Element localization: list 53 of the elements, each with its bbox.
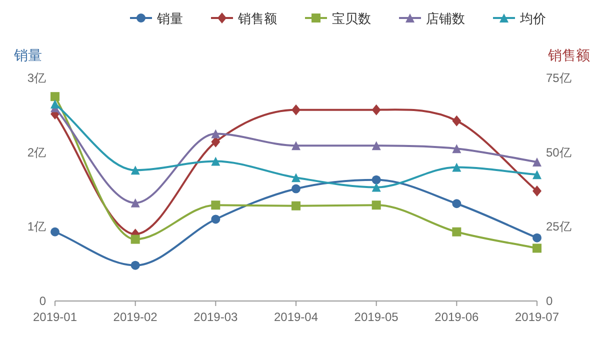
legend-label: 均价 <box>519 11 546 26</box>
point <box>532 244 542 253</box>
point <box>292 173 300 182</box>
point <box>292 141 300 150</box>
point <box>372 200 381 210</box>
point <box>292 184 300 194</box>
point <box>130 166 140 175</box>
point <box>532 157 542 166</box>
y2-axis-title: 销售额 <box>547 47 590 63</box>
point <box>452 199 462 208</box>
x-tick-label: 2019-02 <box>113 310 158 324</box>
x-tick-label: 2019-04 <box>274 310 318 324</box>
legend-label: 销售额 <box>237 11 277 26</box>
y-tick-label: 2亿 <box>27 145 46 160</box>
point <box>452 162 462 172</box>
point <box>50 227 60 236</box>
x-tick-label: 2019-06 <box>434 310 480 324</box>
point <box>372 141 381 150</box>
point <box>211 129 220 138</box>
y-tick-label: 3亿 <box>27 71 46 85</box>
point <box>532 170 542 180</box>
point <box>130 260 140 270</box>
y2-tick-label: 75亿 <box>546 71 572 85</box>
point <box>532 185 542 196</box>
point <box>372 104 381 116</box>
point <box>211 200 220 210</box>
point <box>211 214 220 224</box>
x-tick-label: 2019-01 <box>32 310 78 324</box>
point <box>130 198 140 208</box>
legend-label: 宝贝数 <box>332 11 371 26</box>
y2-tick-label: 25亿 <box>546 220 572 234</box>
point <box>452 115 462 126</box>
point <box>130 234 140 244</box>
point <box>452 227 462 236</box>
legend-label: 店铺数 <box>426 11 465 26</box>
y-tick-label: 1亿 <box>27 220 46 234</box>
y-axis-title: 销量 <box>13 47 42 63</box>
point <box>452 144 462 154</box>
legend-label: 销量 <box>156 11 183 26</box>
point <box>50 92 60 102</box>
y2-tick-label: 50亿 <box>546 145 572 160</box>
point <box>50 100 60 109</box>
point <box>292 201 300 210</box>
x-tick-label: 2019-05 <box>354 310 399 324</box>
point <box>292 104 300 116</box>
point <box>372 175 381 184</box>
y2-tick-label: 0 <box>546 294 553 308</box>
point <box>372 182 381 192</box>
x-tick-label: 2019-03 <box>194 310 238 324</box>
x-tick-label: 2019-07 <box>514 310 560 324</box>
point <box>532 233 542 242</box>
y-tick-label: 0 <box>39 294 46 308</box>
point <box>211 156 220 166</box>
